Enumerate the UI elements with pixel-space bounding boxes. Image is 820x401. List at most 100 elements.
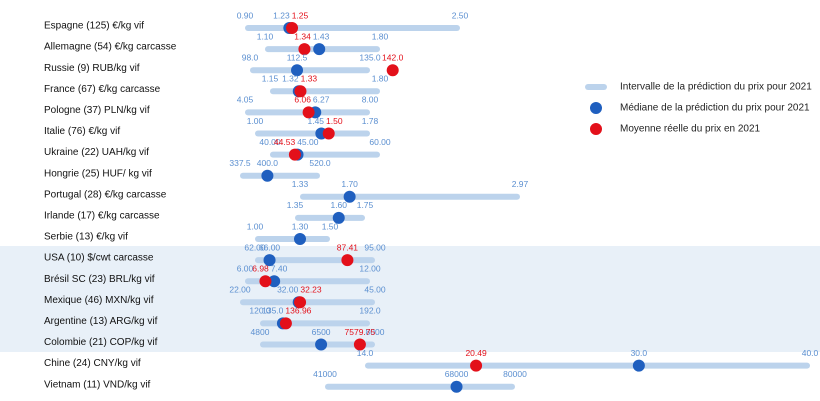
row-label: USA (10) $/cwt carcasse bbox=[44, 253, 154, 264]
high-label: 2.97 bbox=[512, 179, 529, 189]
mean-label: 7579.75 bbox=[345, 327, 376, 337]
row-label: Vietnam (11) VND/kg vif bbox=[44, 379, 151, 390]
median-dot bbox=[291, 64, 304, 77]
mean-dot bbox=[386, 64, 399, 77]
mean-label: 1.34 bbox=[294, 31, 311, 41]
row-label: Brésil SC (23) BRL/kg vif bbox=[44, 274, 155, 285]
low-label: 1.15 bbox=[262, 74, 279, 84]
legend-mean: Moyenne réelle du prix en 2021 bbox=[620, 124, 761, 135]
mean-label: 44.53 bbox=[274, 137, 296, 147]
high-label: 2.50 bbox=[452, 10, 469, 20]
median-label: 112.5 bbox=[287, 52, 308, 62]
low-label: 4.05 bbox=[237, 95, 254, 105]
mean-dot bbox=[353, 338, 366, 351]
low-label: 120.0 bbox=[249, 306, 271, 316]
low-label: 1.10 bbox=[257, 31, 274, 41]
row-label: Espagne (125) €/kg vif bbox=[44, 21, 144, 32]
mean-dot bbox=[294, 85, 307, 98]
high-label: 192.0 bbox=[359, 306, 381, 316]
interval-bar bbox=[365, 362, 810, 369]
row-label: Serbie (13) €/kg vif bbox=[44, 232, 128, 243]
median-label: 1.32 bbox=[282, 74, 299, 84]
low-label: 4800 bbox=[251, 327, 270, 337]
median-label: 7.40 bbox=[271, 263, 288, 273]
median-label: 400.0 bbox=[257, 158, 279, 168]
interval-bar bbox=[325, 383, 515, 390]
highlight-band bbox=[0, 246, 820, 352]
mean-dot bbox=[341, 254, 354, 267]
low-label: 1.35 bbox=[287, 200, 304, 210]
median-dot bbox=[450, 380, 463, 393]
interval-bar bbox=[300, 193, 520, 200]
median-dot bbox=[294, 233, 306, 245]
low-label: 98.0 bbox=[242, 52, 259, 62]
median-label: 1.23 bbox=[273, 10, 290, 20]
interval-bar bbox=[240, 299, 375, 306]
high-label: 95.00 bbox=[364, 242, 386, 252]
high-label: 1.50 bbox=[322, 221, 339, 231]
high-label: 60.00 bbox=[369, 137, 391, 147]
high-label: 80000 bbox=[503, 369, 527, 379]
row-label: Portugal (28) €/kg carcasse bbox=[44, 189, 167, 200]
row-label: Colombie (21) COP/kg vif bbox=[44, 337, 158, 348]
high-label: 1.80 bbox=[372, 74, 389, 84]
high-label: 45.00 bbox=[364, 285, 386, 295]
legend-median: Médiane de la prédiction du prix pour 20… bbox=[620, 103, 810, 114]
median-label: 6.27 bbox=[313, 95, 330, 105]
median-dot bbox=[315, 338, 328, 351]
legend-interval: Intervalle de la prédiction du prix pour… bbox=[620, 82, 812, 93]
median-dot bbox=[313, 43, 326, 56]
low-label: 1.00 bbox=[247, 221, 264, 231]
median-label: 45.00 bbox=[297, 137, 319, 147]
median-label: 68000 bbox=[445, 369, 469, 379]
mean-label: 136.96 bbox=[285, 306, 311, 316]
high-label: 1.75 bbox=[357, 200, 374, 210]
mean-label: 6.06 bbox=[294, 95, 311, 105]
mean-dot bbox=[322, 127, 335, 140]
legend-median-swatch bbox=[590, 102, 602, 114]
legend-interval-swatch bbox=[585, 84, 607, 90]
low-label: 14.0 bbox=[357, 348, 374, 358]
interval-bar bbox=[295, 214, 365, 221]
low-label: 0.90 bbox=[237, 10, 254, 20]
row-label: Italie (76) €/kg vif bbox=[44, 126, 120, 137]
mean-dot bbox=[259, 275, 272, 288]
low-label: 41000 bbox=[313, 369, 337, 379]
row-label: Pologne (37) PLN/kg vif bbox=[44, 105, 150, 116]
row-label: Mexique (46) MXN/kg vif bbox=[44, 295, 154, 306]
mean-dot bbox=[298, 43, 311, 56]
high-label: 1.78 bbox=[362, 116, 379, 126]
mean-label: 142.0 bbox=[382, 52, 404, 62]
low-label: 40.00 bbox=[259, 137, 281, 147]
mean-label: 6.98 bbox=[252, 263, 269, 273]
interval-bar bbox=[250, 67, 370, 74]
mean-label: 1.50 bbox=[326, 116, 343, 126]
mean-dot bbox=[286, 22, 299, 34]
row-label: Allemagne (54) €/kg carcasse bbox=[44, 42, 177, 53]
mean-label: 32.23 bbox=[300, 285, 322, 295]
median-label: 32.00 bbox=[277, 285, 299, 295]
median-dot bbox=[343, 190, 356, 203]
interval-bar bbox=[240, 172, 320, 179]
row-label: Russie (9) RUB/kg vif bbox=[44, 63, 140, 74]
mean-dot bbox=[288, 148, 301, 161]
median-dot bbox=[261, 169, 274, 182]
low-label: 337.5 bbox=[229, 158, 251, 168]
high-label: 1.80 bbox=[372, 31, 389, 41]
mean-label: 20.49 bbox=[465, 348, 487, 358]
median-dot bbox=[332, 211, 345, 224]
median-label: 1.30 bbox=[292, 221, 309, 231]
median-label: 30.0 bbox=[631, 348, 648, 358]
legend: Intervalle de la prédiction du prix pour… bbox=[585, 82, 812, 135]
median-dot bbox=[632, 359, 645, 372]
median-label: 66.00 bbox=[259, 242, 281, 252]
mean-label: 87.41 bbox=[337, 242, 359, 252]
row-label: France (67) €/kg carcasse bbox=[44, 84, 161, 95]
median-label: 1.45 bbox=[307, 116, 324, 126]
mean-dot bbox=[470, 359, 483, 372]
interval-bar bbox=[260, 320, 370, 327]
legend-mean-swatch bbox=[590, 123, 602, 135]
median-label: 135.0 bbox=[262, 306, 284, 316]
mean-label: 1.25 bbox=[292, 10, 309, 20]
